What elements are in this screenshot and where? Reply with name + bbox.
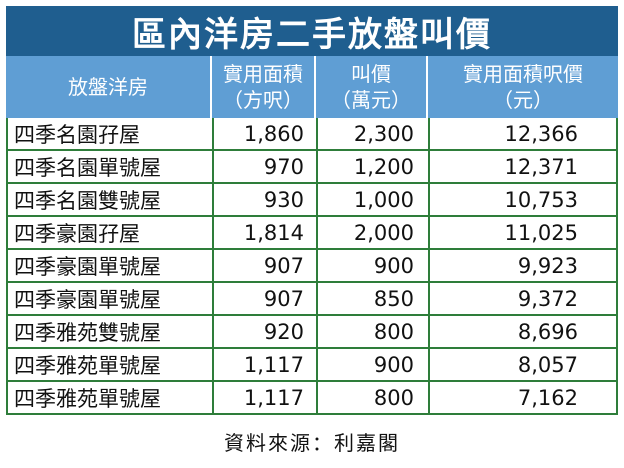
cell-price: 1,200 [316,151,428,182]
table-row: 四季雅苑單號屋 1,117 900 8,057 [8,349,616,382]
cell-psf: 12,366 [428,118,616,149]
header-price: 叫價 （萬元） [314,56,426,118]
cell-area: 1,860 [212,118,316,149]
cell-price: 900 [316,250,428,281]
header-row: 放盤洋房 實用面積 （方呎） 叫價 （萬元） 實用面積呎價 （元） [6,56,618,118]
cell-name: 四季名園單號屋 [14,155,161,180]
table-row: 四季名園孖屋 1,860 2,300 12,366 [8,118,616,151]
header-name: 放盤洋房 [6,56,210,118]
cell-price: 800 [316,316,428,347]
cell-price: 800 [316,382,428,413]
cell-area: 970 [212,151,316,182]
header-psf-line1: 實用面積呎價 [463,62,583,86]
cell-price: 900 [316,349,428,380]
cell-psf: 9,372 [428,283,616,314]
table-row: 四季名園單號屋 970 1,200 12,371 [8,151,616,184]
cell-area: 1,814 [212,217,316,248]
cell-area: 1,117 [212,349,316,380]
header-area-line2: （方呎） [223,88,303,112]
header-area-line1: 實用面積 [223,62,303,86]
cell-area: 920 [212,316,316,347]
header-area: 實用面積 （方呎） [210,56,314,118]
table-row: 四季名園雙號屋 930 1,000 10,753 [8,184,616,217]
cell-name: 四季名園雙號屋 [14,188,161,213]
table-row: 四季雅苑雙號屋 920 800 8,696 [8,316,616,349]
header-name-line1: 放盤洋房 [68,75,148,99]
cell-psf: 12,371 [428,151,616,182]
cell-name: 四季雅苑單號屋 [14,386,161,411]
listing-table: 四季名園孖屋 1,860 2,300 12,366 四季名園單號屋 970 1,… [6,118,618,415]
cell-price: 2,300 [316,118,428,149]
header-psf: 實用面積呎價 （元） [426,56,618,118]
cell-psf: 8,057 [428,349,616,380]
cell-area: 907 [212,283,316,314]
table-row: 四季雅苑單號屋 1,117 800 7,162 [8,382,616,415]
cell-psf: 10,753 [428,184,616,215]
header-price-line2: （萬元） [331,88,411,112]
header-psf-line2: （元） [493,88,553,112]
cell-price: 2,000 [316,217,428,248]
table-title: 區內洋房二手放盤叫價 [6,6,618,56]
table-row: 四季豪園單號屋 907 900 9,923 [8,250,616,283]
cell-price: 850 [316,283,428,314]
header-price-line1: 叫價 [351,62,391,86]
cell-psf: 9,923 [428,250,616,281]
cell-name: 四季豪園孖屋 [14,221,140,246]
cell-name: 四季雅苑雙號屋 [14,320,161,345]
table-row: 四季豪園孖屋 1,814 2,000 11,025 [8,217,616,250]
cell-name: 四季名園孖屋 [14,122,140,147]
cell-name: 四季雅苑單號屋 [14,353,161,378]
cell-area: 907 [212,250,316,281]
cell-psf: 11,025 [428,217,616,248]
cell-name: 四季豪園單號屋 [14,254,161,279]
cell-psf: 7,162 [428,382,616,413]
cell-psf: 8,696 [428,316,616,347]
cell-area: 930 [212,184,316,215]
cell-price: 1,000 [316,184,428,215]
source-note: 資料來源：利嘉閣 [224,430,400,455]
cell-area: 1,117 [212,382,316,413]
table-row: 四季豪園單號屋 907 850 9,372 [8,283,616,316]
cell-name: 四季豪園單號屋 [14,287,161,312]
